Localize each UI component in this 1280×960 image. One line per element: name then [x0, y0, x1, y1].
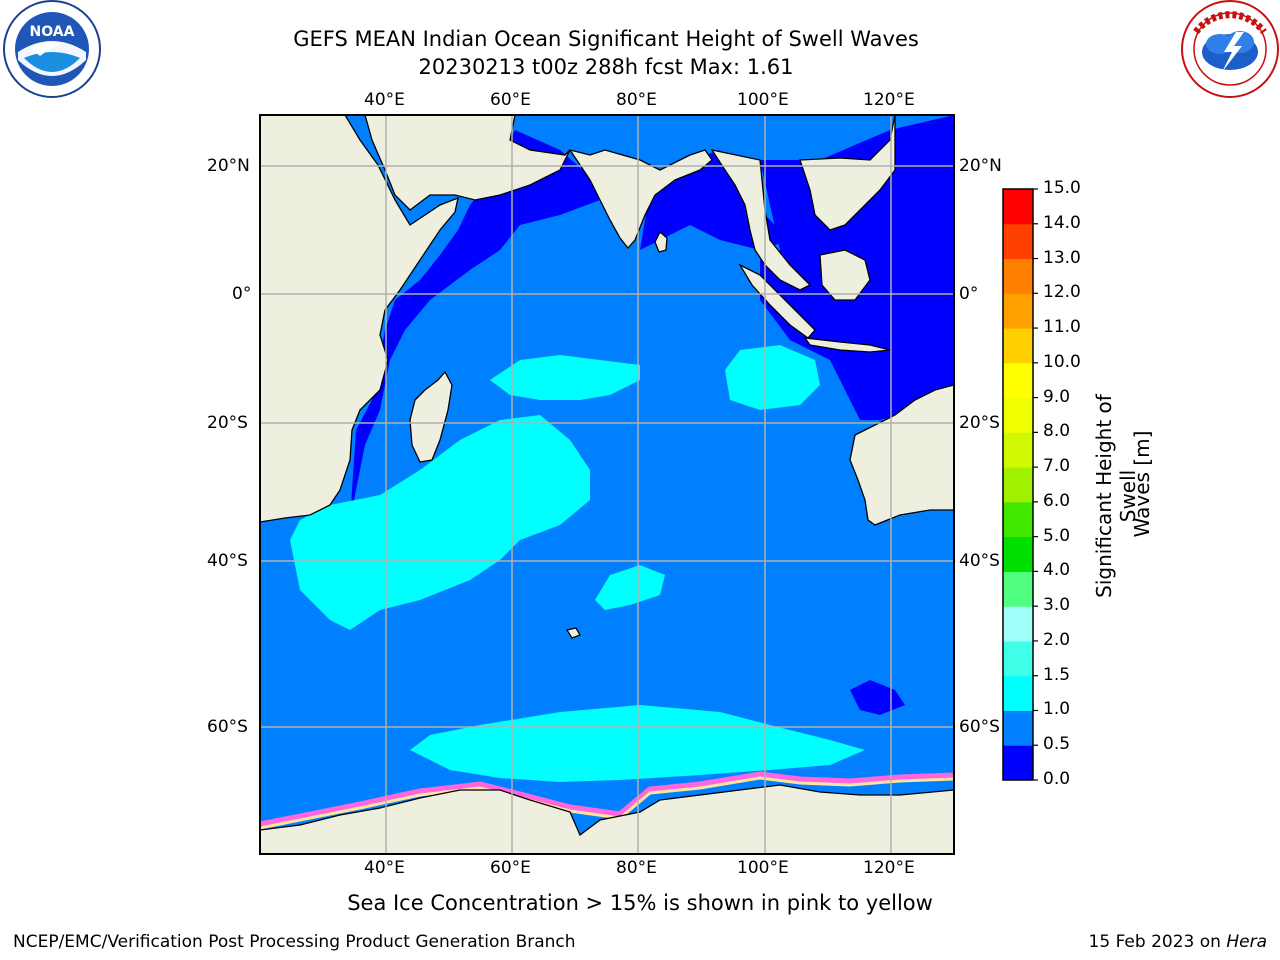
- colorbar-tick-label-0: 0.0: [1043, 769, 1071, 789]
- colorbar-tick-label-17: 15.0: [1043, 178, 1081, 198]
- colorbar-segment-5: [1003, 571, 1033, 607]
- colorbar-segment-11: [1003, 362, 1033, 399]
- colorbar-segment-2: [1003, 675, 1033, 711]
- sea-ice-band: [260, 771, 954, 829]
- colorbar-tick-label-3: 1.5: [1043, 664, 1071, 685]
- colorbar-tick-label-9: 7.0: [1043, 456, 1071, 477]
- colorbar-segment-13: [1003, 293, 1033, 329]
- sea-ice-caption: Sea Ice Concentration > 15% is shown in …: [347, 891, 933, 915]
- lon-label-bottom-40e: 40°E: [364, 858, 405, 878]
- colorbar-segment-7: [1003, 501, 1033, 538]
- lat-label-left-40s: 40°S: [207, 551, 248, 571]
- land-indochina: [799, 115, 896, 231]
- colorbar-segment-0: [1003, 745, 1033, 781]
- colorbar-segment-1: [1003, 710, 1033, 746]
- lat-label-left-60s: 60°S: [207, 717, 248, 737]
- land-australia: [849, 384, 954, 526]
- colorbar: [1002, 188, 1038, 781]
- land-southeast-asia: [710, 149, 812, 291]
- footer-credit: NCEP/EMC/Verification Post Processing Pr…: [13, 932, 576, 952]
- lon-label-top-40e: 40°E: [364, 90, 405, 110]
- footer-date-text: 15 Feb 2023 on: [1088, 932, 1227, 952]
- cyan-swell-central: [490, 355, 640, 400]
- lon-label-bottom-100e: 100°E: [737, 858, 789, 878]
- lat-label-right-0: 0°: [959, 284, 979, 304]
- lat-label-left-0: 0°: [232, 284, 252, 304]
- colorbar-tick-label-7: 5.0: [1043, 525, 1071, 546]
- land-borneo: [819, 249, 871, 301]
- map-title: GEFS MEAN Indian Ocean Significant Heigh…: [293, 27, 919, 51]
- colorbar-segment-10: [1003, 397, 1033, 433]
- colorbar-segment-16: [1003, 189, 1033, 225]
- land-sri-lanka: [654, 230, 668, 253]
- colorbar-tick-label-14: 12.0: [1043, 282, 1081, 303]
- colorbar-segment-6: [1003, 536, 1033, 572]
- colorbar-segment-12: [1003, 328, 1033, 364]
- cyan-swell-southwest: [290, 415, 590, 630]
- footer-date: 15 Feb 2023 on Hera: [1089, 932, 1267, 952]
- colorbar-tick-label-13: 11.0: [1043, 317, 1081, 338]
- colorbar-tick-label-5: 3.0: [1043, 595, 1071, 616]
- lon-label-bottom-120e: 120°E: [863, 858, 915, 878]
- land-madagascar: [409, 370, 453, 463]
- colorbar-tick-label-12: 10.0: [1043, 351, 1081, 372]
- colorbar-segment-14: [1003, 258, 1033, 294]
- nws-logo: [1181, 0, 1279, 98]
- lat-label-right-60s: 60°S: [959, 717, 1000, 737]
- colorbar-frame: [1002, 188, 1034, 781]
- colorbar-segment-15: [1003, 223, 1033, 260]
- cyan-swell-east: [725, 345, 820, 410]
- land-india: [568, 148, 713, 250]
- colorbar-segment-9: [1003, 432, 1033, 468]
- deep-blue-arabian-sea: [350, 130, 600, 520]
- colorbar-segment-4: [1003, 606, 1033, 642]
- land-antarctica: [260, 784, 954, 854]
- lat-label-left-20n: 20°N: [207, 156, 250, 176]
- colorbar-tick-label-15: 13.0: [1043, 247, 1081, 268]
- colorbar-tick-label-4: 2.0: [1043, 629, 1071, 650]
- colorbar-segment-3: [1003, 640, 1033, 677]
- lon-label-bottom-80e: 80°E: [616, 858, 657, 878]
- colorbar-tick-label-1: 0.5: [1043, 734, 1071, 755]
- noaa-logo: NOAA: [3, 0, 101, 98]
- colorbar-tick-label-10: 8.0: [1043, 421, 1071, 442]
- land-sumatra: [738, 263, 816, 339]
- lat-label-right-20s: 20°S: [959, 413, 1000, 433]
- land-kerguelen: [565, 627, 581, 639]
- lat-label-right-20n: 20°N: [959, 156, 1002, 176]
- lat-label-right-40s: 40°S: [959, 551, 1000, 571]
- colorbar-tick-label-8: 6.0: [1043, 490, 1071, 511]
- colorbar-tick-label-11: 9.0: [1043, 386, 1071, 407]
- footer-host: Hera: [1226, 932, 1267, 952]
- land-arabia: [364, 115, 571, 211]
- graticule: [260, 115, 954, 854]
- colorbar-tick-label-16: 14.0: [1043, 212, 1081, 233]
- lat-label-left-20s: 20°S: [207, 413, 248, 433]
- colorbar-segment-8: [1003, 467, 1033, 503]
- land-africa: [260, 115, 459, 523]
- lon-label-top-80e: 80°E: [616, 90, 657, 110]
- noaa-logo-text: NOAA: [30, 24, 75, 40]
- cyan-swell-kerguelen: [595, 565, 665, 610]
- land-java: [803, 337, 891, 353]
- map-subtitle: 20230213 t00z 288h fcst Max: 1.61: [418, 55, 794, 79]
- lon-label-top-60e: 60°E: [490, 90, 531, 110]
- land-layer: [260, 115, 954, 854]
- lon-label-top-120e: 120°E: [863, 90, 915, 110]
- lon-label-bottom-60e: 60°E: [490, 858, 531, 878]
- lon-label-top-100e: 100°E: [737, 90, 789, 110]
- colorbar-tick-label-2: 1.0: [1043, 699, 1071, 720]
- colorbar-tick-label-6: 4.0: [1043, 560, 1071, 581]
- map-frame: [259, 114, 955, 855]
- colorbar-title-line2: Waves [m]: [1130, 430, 1154, 538]
